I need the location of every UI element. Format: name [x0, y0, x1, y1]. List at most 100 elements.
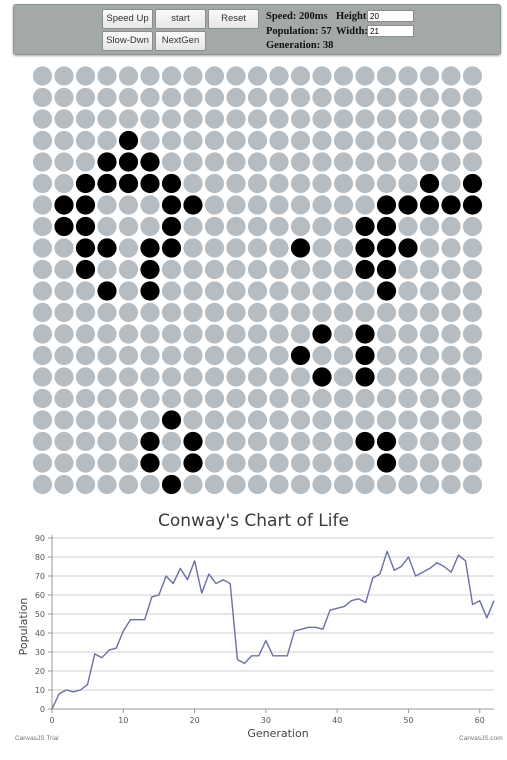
cell-dead[interactable]	[269, 66, 289, 86]
data-point[interactable]	[172, 582, 174, 584]
cell-dead[interactable]	[247, 152, 268, 172]
data-point[interactable]	[322, 628, 324, 630]
cell-dead[interactable]	[183, 302, 203, 323]
cell-dead[interactable]	[75, 87, 96, 108]
cell-dead[interactable]	[204, 324, 225, 344]
cell-dead[interactable]	[32, 367, 53, 387]
cell-alive[interactable]	[376, 195, 397, 215]
cell-dead[interactable]	[247, 281, 268, 301]
cell-dead[interactable]	[333, 453, 354, 473]
cell-dead[interactable]	[355, 474, 375, 495]
cell-dead[interactable]	[97, 195, 117, 215]
cell-dead[interactable]	[226, 152, 246, 172]
cell-dead[interactable]	[398, 302, 418, 323]
cell-dead[interactable]	[97, 109, 117, 129]
cell-dead[interactable]	[118, 431, 139, 452]
cell-alive[interactable]	[140, 431, 160, 452]
cell-dead[interactable]	[118, 474, 139, 495]
data-point[interactable]	[65, 689, 67, 691]
cell-dead[interactable]	[161, 324, 182, 344]
data-point[interactable]	[215, 582, 217, 584]
cell-dead[interactable]	[247, 130, 268, 151]
cell-dead[interactable]	[441, 152, 461, 172]
cell-dead[interactable]	[441, 345, 461, 366]
cell-dead[interactable]	[161, 281, 182, 301]
cell-dead[interactable]	[32, 173, 53, 194]
cell-dead[interactable]	[118, 87, 139, 108]
cell-dead[interactable]	[419, 474, 440, 495]
cell-dead[interactable]	[269, 238, 289, 258]
cell-alive[interactable]	[355, 238, 375, 258]
cell-alive[interactable]	[355, 324, 375, 344]
cell-dead[interactable]	[333, 195, 354, 215]
cell-dead[interactable]	[54, 345, 74, 366]
cell-dead[interactable]	[333, 345, 354, 366]
cell-dead[interactable]	[54, 130, 74, 151]
cell-dead[interactable]	[462, 109, 483, 129]
cell-dead[interactable]	[290, 453, 311, 473]
cell-dead[interactable]	[247, 388, 268, 409]
cell-alive[interactable]	[161, 238, 182, 258]
cell-dead[interactable]	[226, 109, 246, 129]
cell-dead[interactable]	[75, 302, 96, 323]
cell-dead[interactable]	[32, 259, 53, 280]
cell-dead[interactable]	[32, 453, 53, 473]
cell-dead[interactable]	[441, 474, 461, 495]
data-point[interactable]	[343, 605, 345, 607]
cell-dead[interactable]	[269, 152, 289, 172]
cell-alive[interactable]	[376, 259, 397, 280]
cell-dead[interactable]	[32, 195, 53, 215]
cell-dead[interactable]	[204, 431, 225, 452]
width-input[interactable]	[367, 25, 414, 37]
data-point[interactable]	[279, 655, 281, 657]
cell-dead[interactable]	[97, 431, 117, 452]
cell-dead[interactable]	[441, 431, 461, 452]
cell-dead[interactable]	[118, 453, 139, 473]
data-point[interactable]	[250, 655, 252, 657]
cell-dead[interactable]	[462, 388, 483, 409]
cell-dead[interactable]	[75, 474, 96, 495]
cell-dead[interactable]	[398, 388, 418, 409]
cell-dead[interactable]	[312, 302, 332, 323]
cell-dead[interactable]	[140, 195, 160, 215]
cell-dead[interactable]	[161, 388, 182, 409]
data-point[interactable]	[407, 556, 409, 558]
cell-dead[interactable]	[333, 281, 354, 301]
cell-dead[interactable]	[118, 238, 139, 258]
cell-alive[interactable]	[419, 173, 440, 194]
cell-dead[interactable]	[355, 410, 375, 430]
cell-dead[interactable]	[419, 302, 440, 323]
cell-dead[interactable]	[333, 474, 354, 495]
cell-dead[interactable]	[247, 195, 268, 215]
cell-dead[interactable]	[290, 388, 311, 409]
cell-alive[interactable]	[376, 238, 397, 258]
cell-dead[interactable]	[226, 66, 246, 86]
cell-dead[interactable]	[161, 87, 182, 108]
data-point[interactable]	[286, 655, 288, 657]
data-point[interactable]	[336, 607, 338, 609]
cell-dead[interactable]	[290, 152, 311, 172]
cell-alive[interactable]	[140, 238, 160, 258]
cell-dead[interactable]	[75, 130, 96, 151]
cell-dead[interactable]	[462, 259, 483, 280]
cell-dead[interactable]	[441, 281, 461, 301]
cell-dead[interactable]	[290, 410, 311, 430]
cell-dead[interactable]	[333, 238, 354, 258]
cell-dead[interactable]	[204, 388, 225, 409]
cell-dead[interactable]	[226, 324, 246, 344]
cell-dead[interactable]	[226, 302, 246, 323]
cell-dead[interactable]	[183, 474, 203, 495]
cell-dead[interactable]	[75, 410, 96, 430]
cell-dead[interactable]	[54, 281, 74, 301]
cell-dead[interactable]	[183, 173, 203, 194]
cell-dead[interactable]	[140, 216, 160, 237]
cell-dead[interactable]	[226, 281, 246, 301]
cell-alive[interactable]	[419, 195, 440, 215]
cell-dead[interactable]	[140, 302, 160, 323]
data-point[interactable]	[229, 582, 231, 584]
cell-dead[interactable]	[312, 109, 332, 129]
cell-dead[interactable]	[462, 453, 483, 473]
cell-dead[interactable]	[161, 367, 182, 387]
cell-dead[interactable]	[204, 195, 225, 215]
cell-dead[interactable]	[226, 216, 246, 237]
